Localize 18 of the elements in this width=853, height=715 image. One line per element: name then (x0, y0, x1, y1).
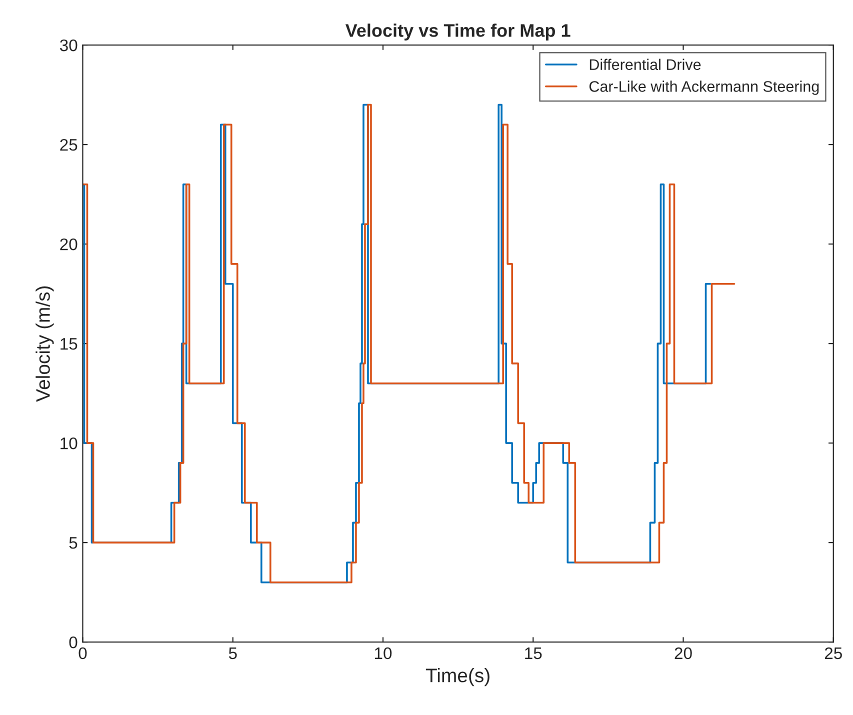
x-tick-label: 0 (78, 647, 87, 660)
x-tick-label: 20 (674, 647, 692, 660)
x-tick-label: 15 (525, 648, 542, 660)
x-axis-title: Time(s) (426, 668, 490, 686)
legend-label: Differential Drive (590, 58, 701, 70)
y-axis-title: Velocity (m/s) (36, 286, 54, 402)
x-tick-label: 5 (228, 648, 237, 660)
x-tick-label: 25 (824, 647, 842, 660)
y-tick-label: 15 (60, 338, 78, 350)
y-tick-label: 25 (60, 138, 78, 151)
y-tick-label: 30 (60, 39, 78, 52)
chart-title: Velocity vs Time for Map 1 (345, 24, 570, 40)
legend-label: Car-Like with Ackermann Steering (589, 80, 819, 95)
y-tick-label: 20 (60, 238, 78, 250)
y-tick-label: 0 (69, 636, 78, 648)
y-tick-label: 5 (69, 537, 78, 549)
y-tick-label: 10 (60, 437, 78, 450)
x-tick-label: 10 (375, 647, 392, 660)
